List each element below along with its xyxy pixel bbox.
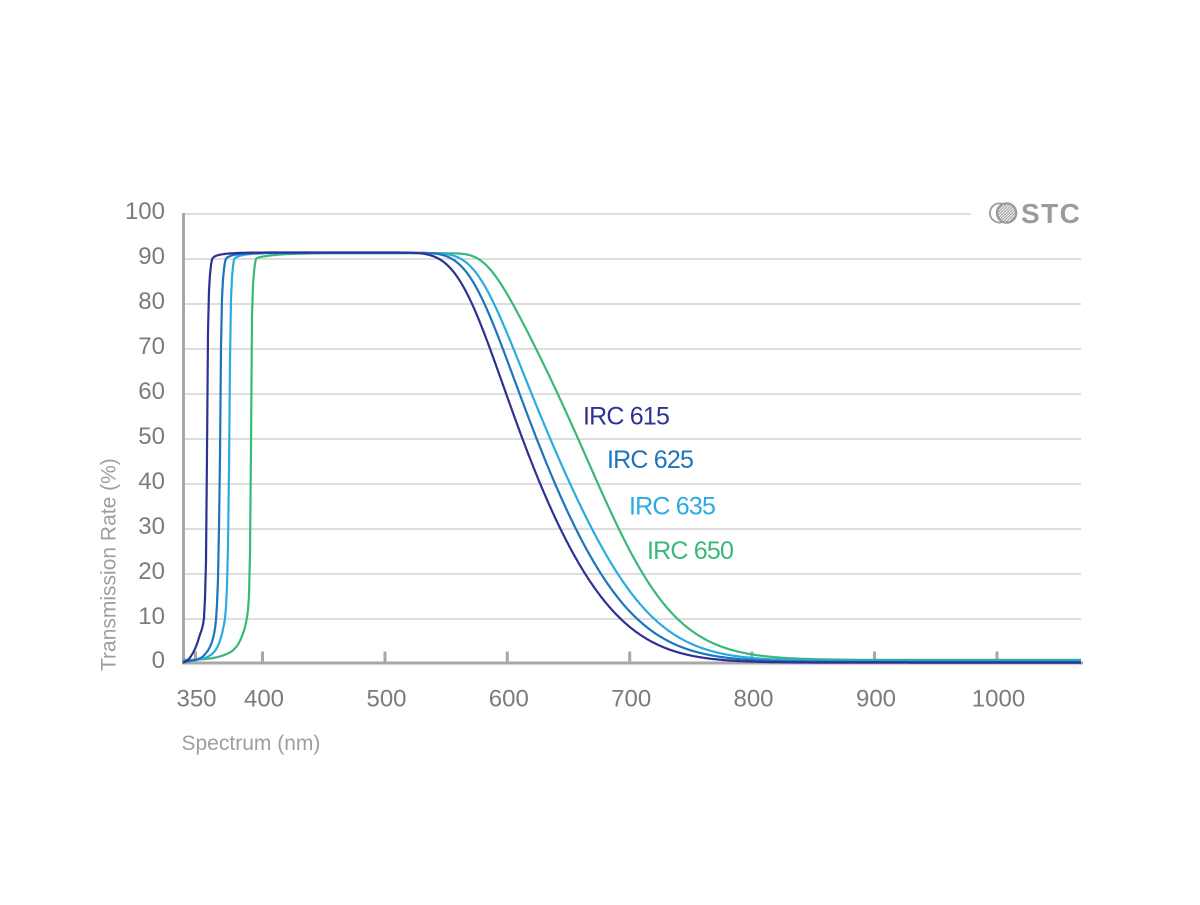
svg-text:1000: 1000: [972, 686, 1025, 713]
svg-text:100: 100: [125, 198, 165, 225]
svg-text:STC: STC: [1021, 198, 1081, 229]
svg-text:60: 60: [138, 378, 165, 405]
svg-text:700: 700: [611, 686, 651, 713]
svg-text:40: 40: [138, 468, 165, 495]
svg-text:500: 500: [366, 686, 406, 713]
svg-text:350: 350: [176, 686, 216, 713]
svg-text:IRC 625: IRC 625: [607, 446, 693, 474]
svg-text:50: 50: [138, 423, 165, 450]
svg-text:IRC 615: IRC 615: [583, 403, 669, 431]
svg-text:900: 900: [856, 686, 896, 713]
svg-text:IRC 650: IRC 650: [647, 537, 733, 565]
svg-text:0: 0: [152, 647, 165, 674]
svg-text:Transmission Rate (%): Transmission Rate (%): [98, 458, 121, 671]
svg-text:600: 600: [489, 686, 529, 713]
svg-text:30: 30: [138, 513, 165, 540]
svg-text:80: 80: [138, 288, 165, 315]
svg-text:70: 70: [138, 333, 165, 360]
svg-text:90: 90: [138, 243, 165, 270]
svg-text:IRC 635: IRC 635: [629, 493, 715, 521]
svg-text:Spectrum (nm): Spectrum (nm): [182, 732, 321, 755]
svg-text:10: 10: [138, 603, 165, 630]
svg-text:20: 20: [138, 558, 165, 585]
svg-text:400: 400: [244, 686, 284, 713]
svg-text:800: 800: [733, 686, 773, 713]
